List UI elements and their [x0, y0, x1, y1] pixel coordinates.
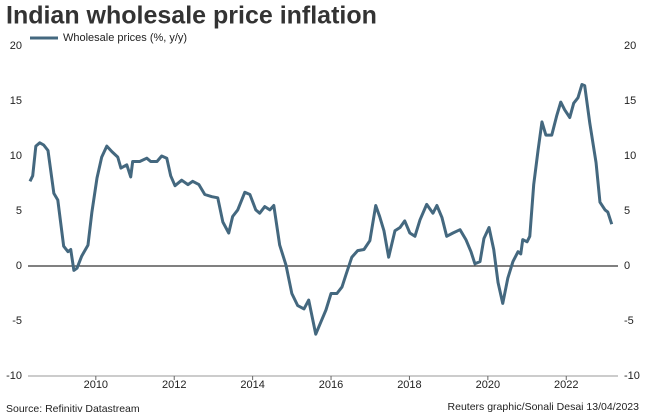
- y-tick-label: 15: [10, 95, 22, 107]
- x-tick-label: 2020: [476, 379, 500, 391]
- x-tick-label: 2016: [319, 379, 343, 391]
- y2-tick-label: -10: [624, 370, 640, 382]
- y2-tick-label: 0: [624, 260, 630, 272]
- data-line: [28, 83, 614, 336]
- y-tick-label: -5: [12, 315, 22, 327]
- x-tick-label: 2022: [554, 379, 578, 391]
- x-tick-label: 2018: [397, 379, 421, 391]
- y2-tick-label: -5: [624, 315, 634, 327]
- y2-tick-label: 20: [624, 40, 636, 52]
- y2-tick-label: 10: [624, 150, 636, 162]
- x-tick-label: 2010: [84, 379, 108, 391]
- source: Source: Refinitiv Datastream: [6, 403, 140, 415]
- y-tick-label: 0: [16, 260, 22, 272]
- y-tick-label: -10: [6, 370, 22, 382]
- x-tick-label: 2012: [162, 379, 186, 391]
- y-tick-label: 5: [16, 205, 22, 217]
- credit: Reuters graphic/Sonali Desai 13/04/2023: [448, 401, 640, 413]
- y2-tick-label: 15: [624, 95, 636, 107]
- y-tick-label: 20: [10, 40, 22, 52]
- y-tick-label: 10: [10, 150, 22, 162]
- y2-tick-label: 5: [624, 205, 630, 217]
- x-tick-label: 2014: [240, 379, 264, 391]
- chart-title: Indian wholesale price inflation: [6, 2, 377, 30]
- legend-label: Wholesale prices (%, y/y): [63, 32, 187, 44]
